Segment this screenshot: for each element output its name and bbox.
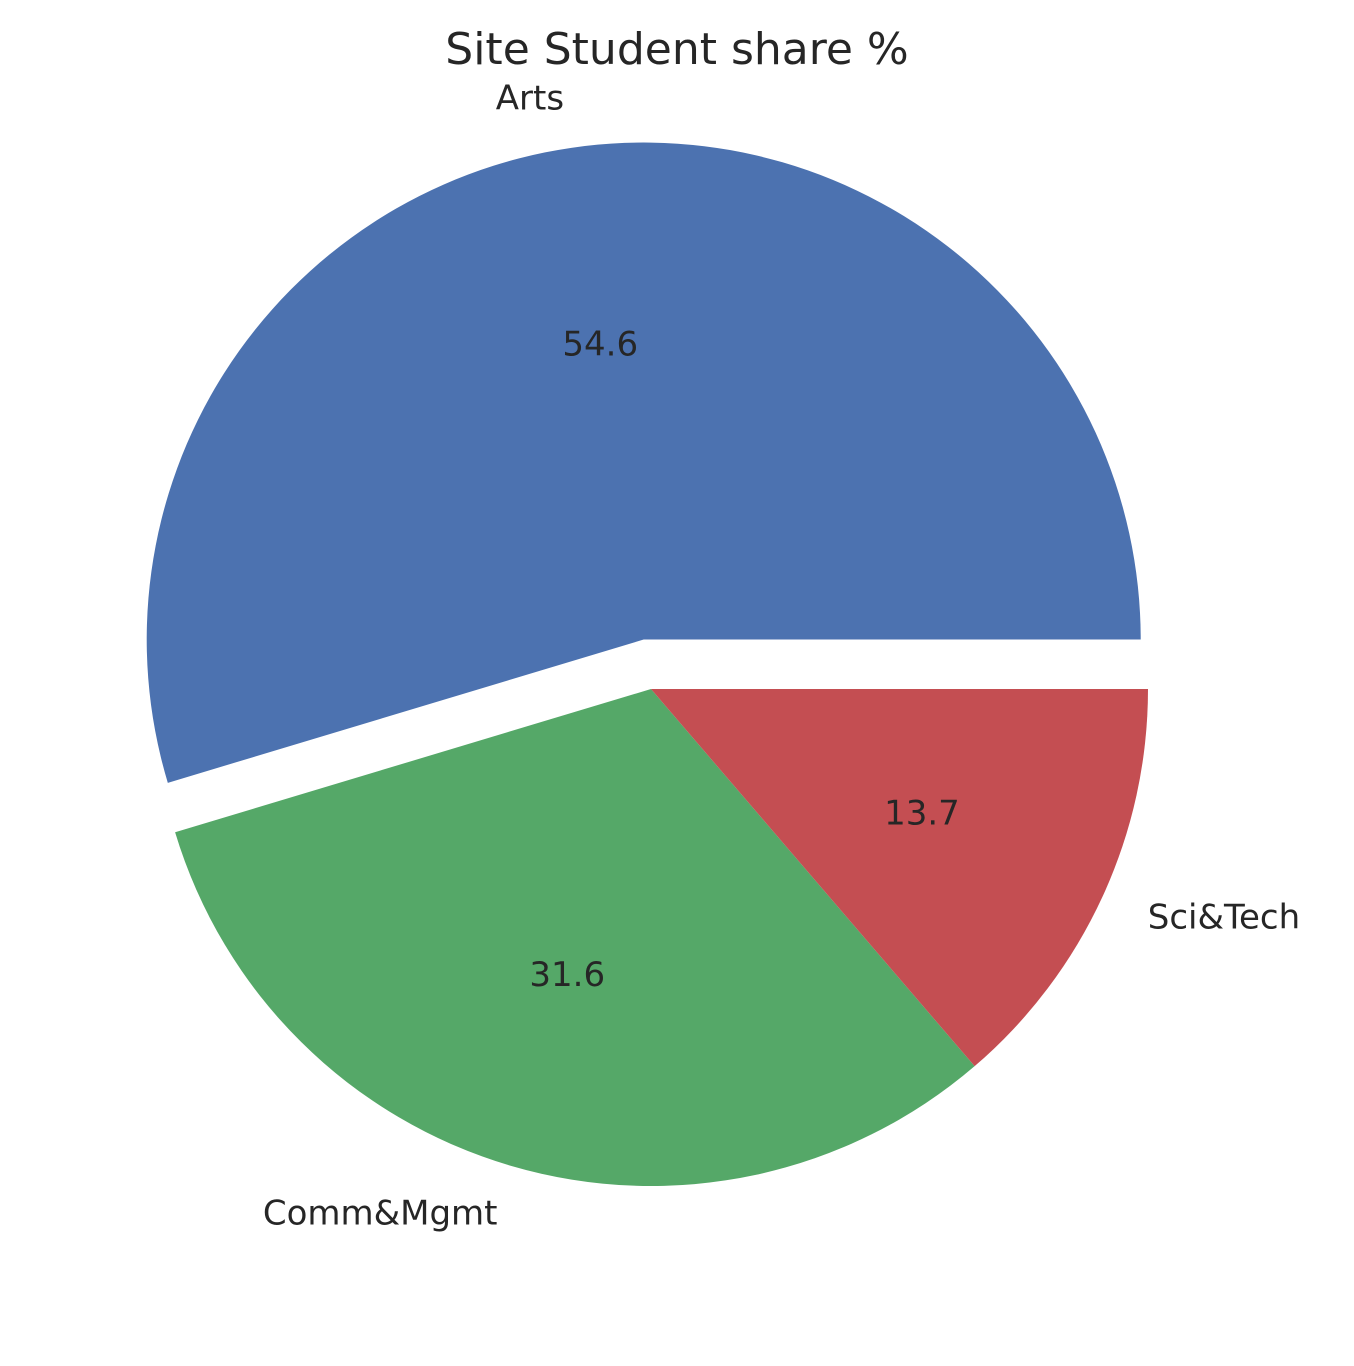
chart-title: Site Student share % bbox=[445, 24, 909, 75]
slice-label-arts: Arts bbox=[496, 79, 564, 119]
pie-slice-sci-tech bbox=[651, 689, 1148, 1067]
pct-label-arts: 54.6 bbox=[562, 325, 638, 365]
pie-slice-comm-mgmt bbox=[175, 689, 975, 1186]
pie-slice-arts bbox=[146, 142, 1141, 783]
slice-label-comm-mgmt: Comm&Mgmt bbox=[263, 1194, 498, 1234]
slice-label-sci-tech: Sci&Tech bbox=[1148, 897, 1300, 937]
pct-label-comm-mgmt: 31.6 bbox=[529, 955, 605, 995]
pct-label-sci-tech: 13.7 bbox=[884, 794, 960, 834]
